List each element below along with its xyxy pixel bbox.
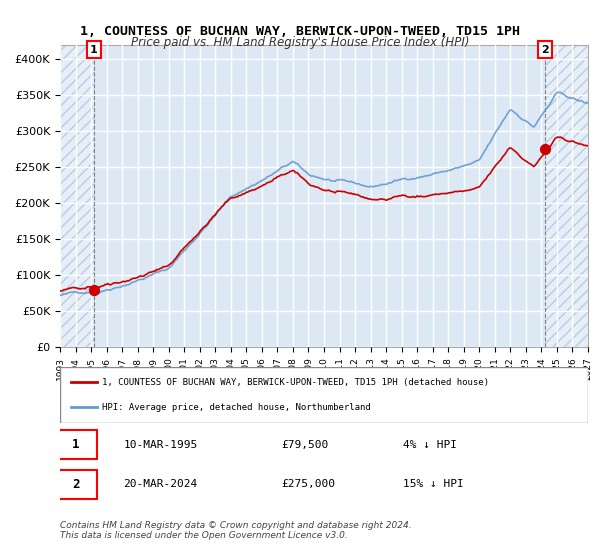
Text: 1: 1 xyxy=(90,45,98,55)
Point xyxy=(89,286,99,295)
Text: £275,000: £275,000 xyxy=(282,479,336,489)
Text: 2: 2 xyxy=(72,478,80,491)
Bar xyxy=(545,45,588,347)
Text: 4% ↓ HPI: 4% ↓ HPI xyxy=(403,440,457,450)
FancyBboxPatch shape xyxy=(60,367,588,423)
Text: Contains HM Land Registry data © Crown copyright and database right 2024.
This d: Contains HM Land Registry data © Crown c… xyxy=(60,521,412,540)
Text: 15% ↓ HPI: 15% ↓ HPI xyxy=(403,479,464,489)
Text: 2: 2 xyxy=(541,45,549,55)
Text: 10-MAR-1995: 10-MAR-1995 xyxy=(124,440,197,450)
Text: Price paid vs. HM Land Registry's House Price Index (HPI): Price paid vs. HM Land Registry's House … xyxy=(131,36,469,49)
Text: HPI: Average price, detached house, Northumberland: HPI: Average price, detached house, Nort… xyxy=(102,403,371,412)
Text: 20-MAR-2024: 20-MAR-2024 xyxy=(124,479,197,489)
Point xyxy=(540,144,550,153)
Text: £79,500: £79,500 xyxy=(282,440,329,450)
Bar xyxy=(60,45,94,347)
Text: 1, COUNTESS OF BUCHAN WAY, BERWICK-UPON-TWEED, TD15 1PH: 1, COUNTESS OF BUCHAN WAY, BERWICK-UPON-… xyxy=(80,25,520,38)
FancyBboxPatch shape xyxy=(55,469,97,498)
Text: 1, COUNTESS OF BUCHAN WAY, BERWICK-UPON-TWEED, TD15 1PH (detached house): 1, COUNTESS OF BUCHAN WAY, BERWICK-UPON-… xyxy=(102,378,489,387)
Text: 1: 1 xyxy=(72,438,80,451)
FancyBboxPatch shape xyxy=(55,430,97,459)
Bar xyxy=(60,45,94,347)
Bar xyxy=(545,45,588,347)
